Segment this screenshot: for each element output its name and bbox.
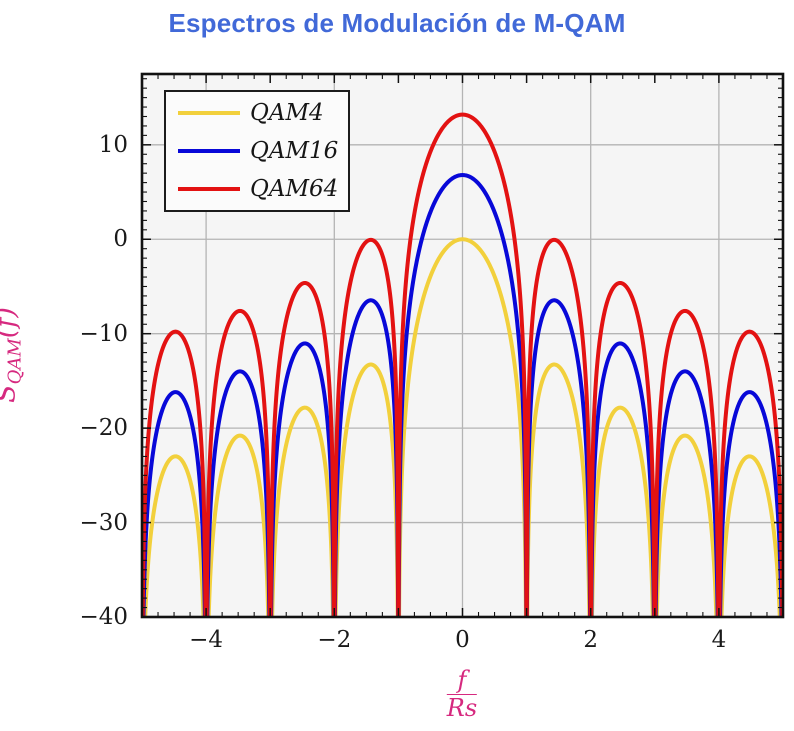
y-axis-label: SQAM(f) [0, 245, 26, 465]
legend-item-qam16[interactable]: QAM16 [166, 134, 348, 168]
x-tick-label: −2 [317, 627, 352, 653]
series-line-qam4 [143, 237, 782, 617]
x-tick-label: 2 [583, 627, 599, 653]
legend-label-qam16: QAM16 [250, 138, 339, 164]
legend-swatch-qam64 [178, 187, 240, 191]
y-tick-label: −10 [79, 320, 128, 347]
plot-frame [140, 72, 785, 619]
y-axis-label-arg: (f) [0, 307, 22, 339]
series-line-qam16 [142, 173, 783, 617]
y-tick-label: 0 [113, 226, 128, 253]
y-tick-label: −20 [79, 415, 128, 442]
y-tick-label: −40 [79, 604, 128, 630]
chart-title: Espectros de Modulación de M-QAM [168, 8, 626, 38]
x-tick-label: 4 [711, 627, 727, 653]
legend-item-qam64[interactable]: QAM64 [166, 172, 348, 206]
x-axis-label-numerator: f [446, 667, 478, 696]
x-tick-label: −4 [189, 627, 224, 653]
y-tick-label: −30 [79, 509, 128, 536]
x-tick-label: 0 [455, 627, 470, 653]
curve-layer [142, 112, 783, 617]
x-axis-label-denominator: Rs [446, 694, 478, 723]
legend-swatch-qam4 [178, 111, 240, 115]
y-axis-label-main: S [0, 384, 21, 403]
series-line-qam64 [142, 112, 783, 617]
legend: QAM4 QAM16 QAM64 [164, 90, 350, 212]
x-axis-label: f Rs [446, 667, 478, 723]
legend-swatch-qam16 [178, 149, 240, 153]
y-tick-label: 10 [98, 131, 128, 158]
legend-label-qam4: QAM4 [250, 100, 324, 126]
y-axis-label-sub: QAM [4, 338, 26, 385]
legend-item-qam4[interactable]: QAM4 [166, 96, 348, 130]
legend-label-qam64: QAM64 [250, 176, 339, 202]
